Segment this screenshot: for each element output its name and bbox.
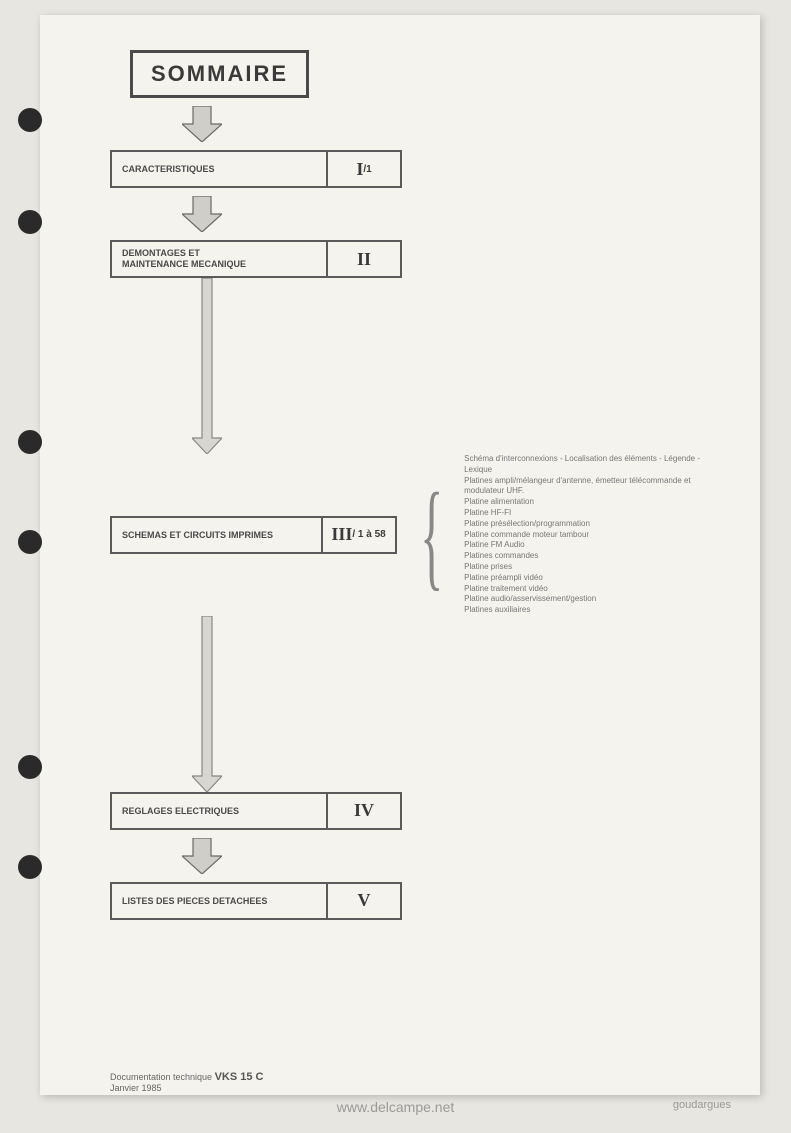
section-label: CARACTERISTIQUES [112,164,326,175]
section-number: I [356,159,363,180]
detail-item: Lexique [464,465,700,476]
section-caracteristiques: CARACTERISTIQUES I /1 [110,150,402,188]
section-number-box: II [326,242,400,276]
brace-icon: { [420,493,443,577]
arrow-after-s3 [182,838,700,874]
detail-item: Platines auxiliaires [464,605,700,616]
section-subnumber: /1 [363,164,371,175]
footer: Documentation technique VKS 15 C Janvier… [110,1071,264,1093]
binder-hole [18,855,42,879]
page-title: SOMMAIRE [151,61,288,86]
detail-item: Platine prises [464,562,700,573]
binder-hole [18,108,42,132]
detail-item: Platine préampli vidéo [464,573,700,584]
detail-item: Schéma d'interconnexions - Localisation … [464,454,700,465]
detail-item: Platine audio/asservissement/gestion [464,594,700,605]
section-number: V [358,890,371,911]
section-subnumber: / 1 à 58 [352,529,385,540]
schemas-detail-list: Schéma d'interconnexions - Localisation … [464,454,700,616]
detail-item: Platine présélection/programmation [464,519,700,530]
section-number-box: III / 1 à 58 [321,518,395,552]
section-number: IV [354,800,374,821]
section-number: II [357,249,371,270]
section-number-box: V [326,884,400,918]
arrow-after-s0 [182,196,700,232]
section-label: DEMONTAGES ETMAINTENANCE MECANIQUE [112,248,326,270]
section-pieces: LISTES DES PIECES DETACHEES V [110,882,402,920]
content-area: SOMMAIRE CARACTERISTIQUES I /1 DEMONTAGE… [110,50,700,920]
detail-item: Platines commandes [464,551,700,562]
detail-item: Platine commande moteur tambour [464,530,700,541]
section-number-box: IV [326,794,400,828]
section-number: III [331,524,352,545]
binder-hole [18,210,42,234]
detail-item: Platine alimentation [464,497,700,508]
arrow-after-s2 [192,616,700,792]
section-reglages: REGLAGES ELECTRIQUES IV [110,792,402,830]
detail-item: Platine HF-FI [464,508,700,519]
detail-item: Platine FM Audio [464,540,700,551]
binder-hole [18,530,42,554]
arrow-after-title [182,106,700,142]
detail-item: Platines ampli/mélangeur d'antenne, émet… [464,476,700,487]
section-number-box: I /1 [326,152,400,186]
arrow-after-s1 [192,278,700,454]
binder-hole [18,430,42,454]
footer-date: Janvier 1985 [110,1083,162,1093]
section-demontages: DEMONTAGES ETMAINTENANCE MECANIQUE II [110,240,402,278]
section-schemas-row: SCHEMAS ET CIRCUITS IMPRIMES III / 1 à 5… [110,454,700,616]
binder-hole [18,755,42,779]
section-label: REGLAGES ELECTRIQUES [112,806,326,817]
watermark-attribution: goudargues [673,1099,731,1111]
footer-code: VKS 15 C [215,1071,264,1083]
title-box: SOMMAIRE [130,50,309,98]
detail-item: Platine traitement vidéo [464,584,700,595]
detail-item: modulateur UHF. [464,486,700,497]
footer-prefix: Documentation technique [110,1072,215,1082]
section-label: LISTES DES PIECES DETACHEES [112,896,326,907]
section-label: SCHEMAS ET CIRCUITS IMPRIMES [112,530,321,541]
section-schemas: SCHEMAS ET CIRCUITS IMPRIMES III / 1 à 5… [110,516,397,554]
watermark-main: www.delcampe.net [337,1099,455,1115]
